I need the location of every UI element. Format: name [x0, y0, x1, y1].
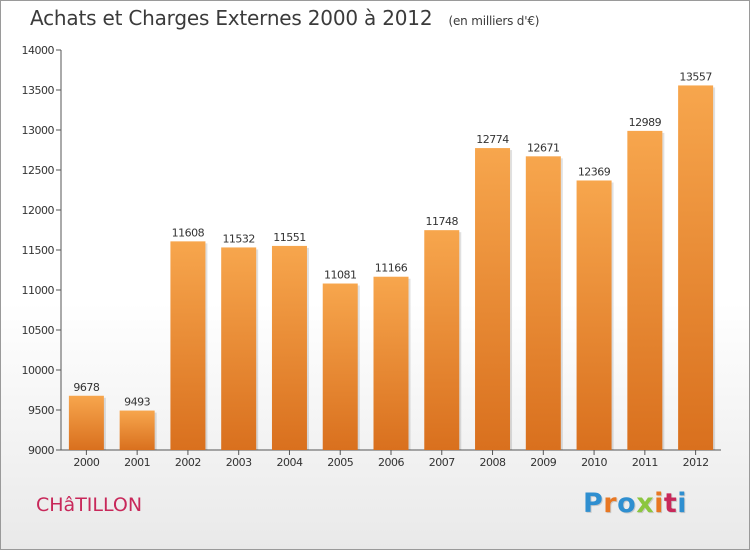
- logo-letter: i: [654, 488, 664, 519]
- y-tick-label: 11500: [22, 244, 55, 257]
- bar: [119, 410, 155, 450]
- y-tick-label: 10500: [22, 324, 55, 337]
- bar: [678, 85, 714, 450]
- chart-title: Achats et Charges Externes 2000 à 2012: [30, 6, 433, 30]
- y-tick-label: 10000: [22, 364, 55, 377]
- commune-name: CHâTILLON: [36, 494, 143, 516]
- x-tick-label: 2011: [632, 456, 658, 469]
- logo-letter: t: [663, 488, 678, 519]
- logo-letter: i: [677, 488, 688, 519]
- x-tick-label: 2003: [226, 456, 252, 469]
- bar-value-label: 11081: [324, 269, 357, 282]
- chart-title-block: Achats et Charges Externes 2000 à 2012 (…: [30, 6, 539, 30]
- logo-letter: r: [603, 488, 618, 519]
- bar-value-label: 12671: [527, 141, 560, 154]
- bar-value-label: 9678: [73, 381, 99, 394]
- bar: [271, 245, 307, 450]
- logo-letter: P: [583, 488, 604, 519]
- bar-value-label: 12369: [578, 165, 611, 178]
- bar: [525, 156, 561, 450]
- bar-value-label: 12989: [629, 116, 662, 129]
- bar-value-label: 11166: [375, 262, 408, 275]
- bar: [576, 180, 612, 451]
- bar: [627, 130, 663, 450]
- x-tick-label: 2010: [581, 456, 607, 469]
- bar: [424, 230, 460, 450]
- x-tick-label: 2000: [73, 456, 99, 469]
- bar-value-label: 11551: [273, 231, 306, 244]
- bar-value-label: 11608: [172, 226, 205, 239]
- y-tick-label: 9000: [28, 444, 54, 457]
- y-tick-label: 12500: [22, 164, 55, 177]
- bar: [475, 148, 511, 450]
- bar-value-label: 11532: [222, 232, 255, 245]
- x-tick-label: 2005: [327, 456, 353, 469]
- proxiti-logo: Proxiti: [583, 488, 687, 519]
- y-tick-label: 13000: [22, 124, 55, 137]
- bar-value-label: 13557: [679, 70, 712, 83]
- x-tick-label: 2001: [124, 456, 150, 469]
- chart-subtitle: (en milliers d'€): [448, 14, 540, 28]
- logo-letter: x: [636, 488, 655, 519]
- x-tick-label: 2004: [276, 456, 302, 469]
- bar-value-label: 11748: [426, 215, 459, 228]
- x-tick-label: 2006: [378, 456, 404, 469]
- x-tick-label: 2007: [429, 456, 455, 469]
- bar-value-label: 9493: [124, 396, 150, 409]
- x-tick-label: 2008: [480, 456, 506, 469]
- x-tick-label: 2012: [683, 456, 709, 469]
- bar: [170, 241, 206, 450]
- bar: [322, 283, 358, 450]
- y-tick-label: 14000: [22, 44, 55, 57]
- bar: [221, 247, 257, 450]
- y-tick-label: 11000: [22, 284, 55, 297]
- y-tick-label: 9500: [28, 404, 54, 417]
- logo-letter: o: [617, 488, 637, 519]
- bar: [68, 395, 104, 450]
- x-tick-label: 2002: [175, 456, 201, 469]
- x-tick-label: 2009: [530, 456, 556, 469]
- bars: 9678 9493 11608 11532 11551 11081 11166 11748 12…: [68, 70, 716, 451]
- y-tick-label: 13500: [22, 84, 55, 97]
- bar: [373, 276, 409, 450]
- bar-value-label: 12774: [476, 133, 509, 146]
- y-tick-label: 12000: [22, 204, 55, 217]
